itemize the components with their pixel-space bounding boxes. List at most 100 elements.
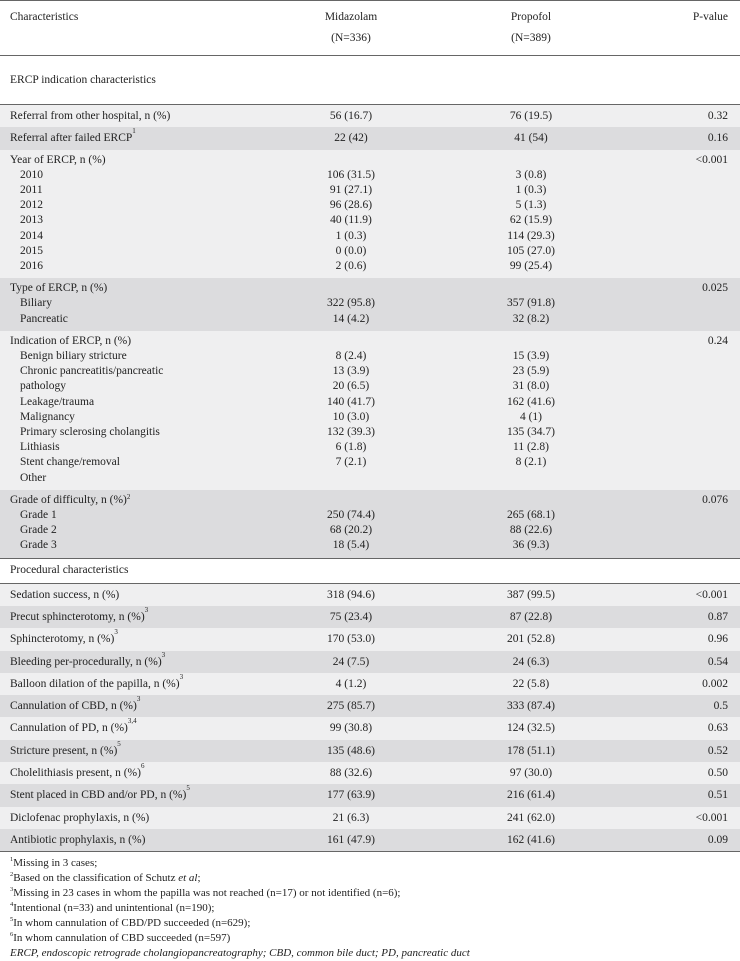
table-row: Cholelithiasis present, n (%)6 88 (32.6) 9… (0, 762, 740, 785)
label-text: Year of ERCP, n (%) (10, 153, 106, 166)
header-midazolam-label: Midazolam (324, 11, 378, 23)
midazolam-cell (276, 493, 426, 508)
label: Stricture present, n (%)5 (10, 740, 280, 762)
propofol-cell: 24 (6.3) (512, 655, 550, 668)
midazolam-value: 275 (85.7) (276, 695, 426, 717)
section-rule (0, 557, 740, 559)
label: Antibiotic prophylaxis, n (%) (10, 829, 280, 851)
propofol-cell (456, 281, 606, 296)
propofol-value: 333 (87.4) (456, 695, 606, 717)
label-text: Precut sphincterotomy, n (%) (10, 610, 145, 623)
footnote-mark: 2 (10, 871, 14, 879)
midazolam-value: 106 (31.5) 91 (27.1) 96 (28.6) 40 (11.9) 1 (… (276, 153, 426, 275)
label-text: Stent placed in CBD and/or PD, n (%) (10, 789, 187, 802)
header-midazolam: Midazolam (N=336) (276, 7, 426, 49)
sub-label: Grade 3 (10, 538, 280, 553)
table-row: Bleeding per-procedurally, n (%)3 24 (7.5… (0, 650, 740, 673)
footnote-ref: 3 (144, 605, 149, 614)
midazolam-value: 322 (95.8) 14 (4.2) (276, 281, 426, 327)
propofol-cell: 3 (0.8) (515, 168, 547, 181)
label-text: Pancreatic (20, 312, 68, 325)
footnote-ref: 3,4 (127, 717, 137, 726)
p-value: 0.09 (648, 829, 728, 851)
p-value-cell: <0.001 (695, 588, 728, 601)
footnote-ref: 3 (161, 650, 166, 659)
label-text: Antibiotic prophylaxis, n (%) (10, 833, 146, 846)
midazolam-cell: 318 (94.6) (327, 588, 375, 601)
footnote-ref: 3 (114, 628, 118, 637)
header-pvalue: P-value (692, 11, 728, 23)
label: Cannulation of CBD, n (%)3 (10, 695, 280, 717)
propofol-cell: 36 (9.3) (512, 539, 550, 552)
table-row: Cannulation of PD, n (%)3,4 99 (30.8) 124 … (0, 717, 740, 740)
label-text: 2011 (20, 184, 43, 196)
p-value-cell: 0.025 (702, 282, 728, 295)
label-text: Cannulation of CBD, n (%) (10, 700, 137, 713)
propofol-cell: 41 (54) (514, 132, 548, 145)
table-row: Cannulation of CBD, n (%)3 275 (85.7) 333 … (0, 695, 740, 718)
midazolam-value: 170 (53.0) (276, 628, 426, 650)
footnote: 4Intentional (n=33) and unintentional (n… (10, 901, 740, 916)
label-text: 2013 (20, 214, 43, 227)
p-value: 0.002 (648, 673, 728, 695)
midazolam-cell: 275 (85.7) (327, 700, 375, 713)
propofol-cell: 178 (51.1) (507, 744, 555, 757)
table-row: Indication of ERCP, n (%) Benign biliary … (0, 330, 740, 490)
p-value-cell: 0.51 (707, 789, 728, 802)
midazolam-cell: 88 (32.6) (329, 767, 373, 780)
midazolam-cell (276, 334, 426, 349)
propofol-value: 97 (30.0) (456, 762, 606, 784)
row-label: Referral after failed ERCP1 (0, 127, 280, 149)
p-value: 0.32 (648, 105, 728, 127)
p-value-cell: <0.001 (695, 153, 728, 166)
sub-label: Other (10, 471, 280, 486)
p-value: <0.001 (648, 807, 728, 829)
label-text: Biliary (20, 297, 52, 310)
propofol-cell: 23 (5.9) (512, 365, 550, 378)
midazolam-value: 22 (42) (276, 127, 426, 149)
row-label: Year of ERCP, n (%) 2010 2011 2012 2013 2014 2… (0, 153, 280, 275)
footnotes: 1Missing in 3 cases; 2Based on the classi… (0, 852, 740, 961)
propofol-cell (456, 493, 606, 508)
midazolam-cell: 75 (23.4) (329, 610, 373, 623)
table-body: ERCP indication characteristics Referral … (0, 56, 740, 852)
p-value: 0.54 (648, 651, 728, 673)
section-title: Procedural characteristics (0, 559, 740, 584)
footnote-ref: 5 (117, 739, 121, 748)
footnote-ref: 2 (126, 492, 131, 501)
p-value: 0.076 (648, 493, 728, 508)
sub-label: 2015 (10, 244, 280, 259)
label-text: Chronic pancreatitis/pancreatic (20, 365, 164, 378)
footnote: 6In whom cannulation of CBD succeeded (n… (10, 931, 740, 946)
label-text: Cannulation of PD, n (%) (10, 722, 128, 735)
propofol-cell: 11 (2.8) (513, 441, 549, 454)
table-row: Year of ERCP, n (%) 2010 2011 2012 2013 2014 2… (0, 149, 740, 279)
p-value-cell: 0.96 (707, 633, 728, 646)
label: Referral from other hospital, n (%) (10, 105, 280, 127)
midazolam-cell: 13 (3.9) (332, 365, 370, 378)
midazolam-cell: 170 (53.0) (327, 633, 375, 646)
label: Sedation success, n (%) (10, 584, 280, 606)
table-row: Referral from other hospital, n (%) 56 (1… (0, 105, 740, 128)
row-label: Type of ERCP, n (%) Biliary Pancreatic (0, 281, 280, 327)
p-value: <0.001 (648, 153, 728, 168)
row-label: Diclofenac prophylaxis, n (%) (0, 807, 280, 829)
p-value-cell: 0.24 (707, 334, 728, 347)
p-value: 0.50 (648, 762, 728, 784)
midazolam-value: 250 (74.4) 68 (20.2) 18 (5.4) (276, 493, 426, 554)
label: Diclofenac prophylaxis, n (%) (10, 807, 280, 829)
footnote-mark: 1 (10, 856, 14, 864)
sub-label: Chronic pancreatitis/pancreatic (10, 364, 280, 379)
p-value: 0.51 (648, 784, 728, 806)
propofol-value: 41 (54) (456, 127, 606, 149)
table-row: Type of ERCP, n (%) Biliary Pancreatic 322… (0, 278, 740, 331)
midazolam-cell: 8 (2.4) (335, 350, 367, 363)
propofol-cell (456, 471, 606, 486)
footnote: 2Based on the classification of Schutz e… (10, 871, 740, 886)
p-value: 0.025 (648, 281, 728, 296)
midazolam-cell: 20 (6.5) (332, 380, 370, 393)
p-value: 0.96 (648, 628, 728, 650)
label: Indication of ERCP, n (%) (10, 334, 280, 349)
propofol-cell: 387 (99.5) (507, 588, 555, 601)
table-row: Sphincterotomy, n (%)3 170 (53.0) 201 (52.… (0, 628, 740, 651)
